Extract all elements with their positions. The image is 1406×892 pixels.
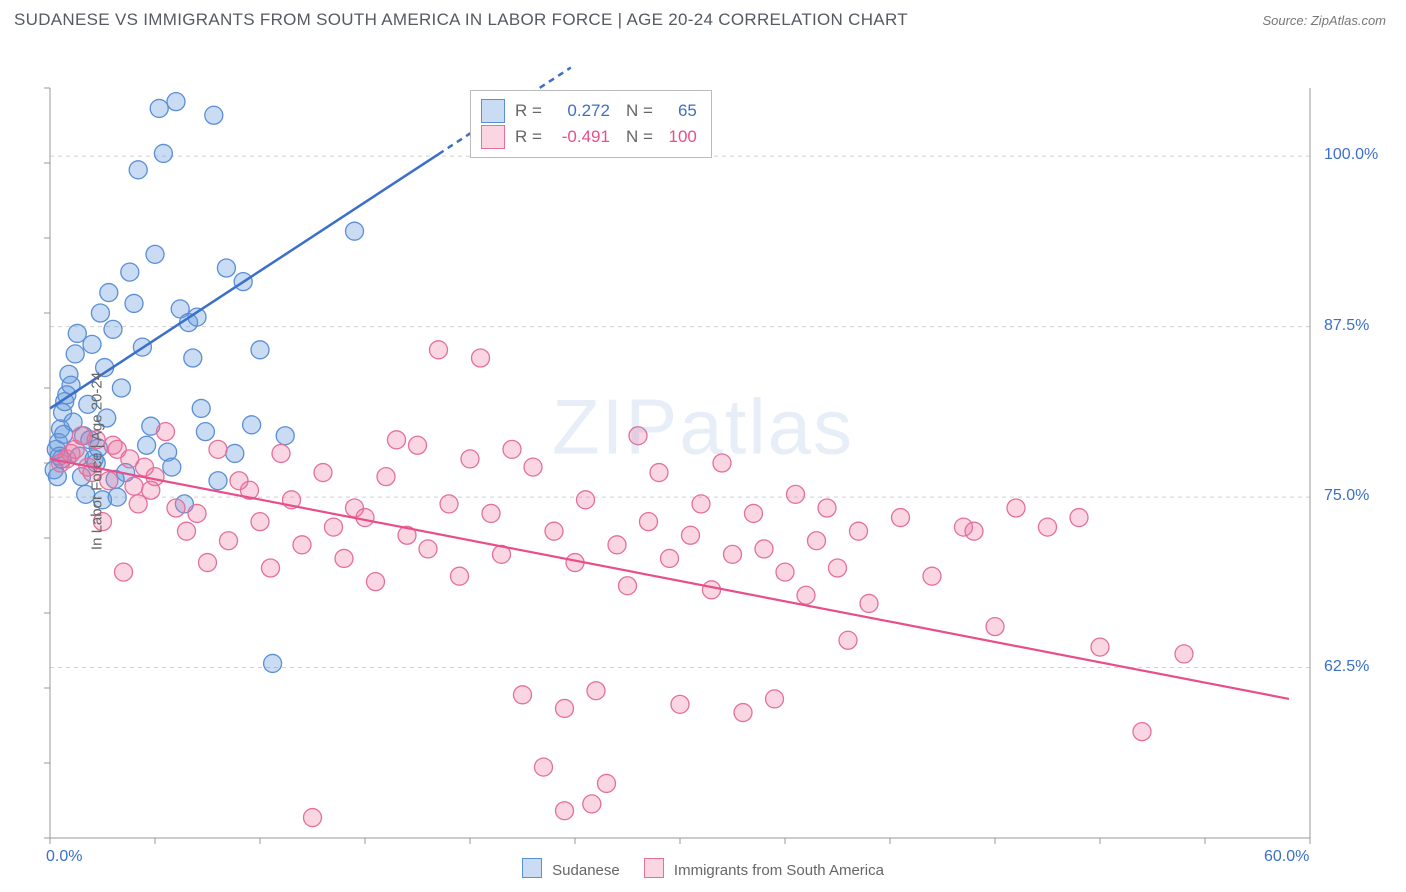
chart-title: SUDANESE VS IMMIGRANTS FROM SOUTH AMERIC…	[14, 10, 908, 30]
source-attribution: Source: ZipAtlas.com	[1262, 13, 1386, 28]
legend-label-south-america: Immigrants from South America	[674, 862, 884, 879]
x-tick-label: 0.0%	[46, 848, 82, 866]
legend-label-sudanese: Sudanese	[552, 862, 620, 879]
y-tick-label: 75.0%	[1324, 487, 1388, 505]
legend-item-south-america: Immigrants from South America	[644, 858, 884, 879]
legend-stats-row: R =0.272 N =65	[481, 99, 697, 123]
title-bar: SUDANESE VS IMMIGRANTS FROM SOUTH AMERIC…	[0, 0, 1406, 38]
y-tick-label: 87.5%	[1324, 317, 1388, 335]
x-tick-label: 60.0%	[1264, 848, 1309, 866]
legend-swatch-south-america	[644, 858, 664, 878]
series-legend: Sudanese Immigrants from South America	[522, 858, 884, 879]
scatter-chart-svg	[0, 38, 1406, 883]
y-tick-label: 62.5%	[1324, 658, 1388, 676]
legend-item-sudanese: Sudanese	[522, 858, 620, 879]
legend-stats-row: R =-0.491 N =100	[481, 125, 697, 149]
y-axis-label: In Labor Force | Age 20-24	[89, 371, 106, 549]
legend-swatch-sudanese	[522, 858, 542, 878]
correlation-legend: R =0.272 N =65 R =-0.491 N =100	[470, 90, 712, 158]
chart-area: ZIPatlas In Labor Force | Age 20-24 R =0…	[0, 38, 1406, 883]
y-tick-label: 100.0%	[1324, 146, 1388, 164]
